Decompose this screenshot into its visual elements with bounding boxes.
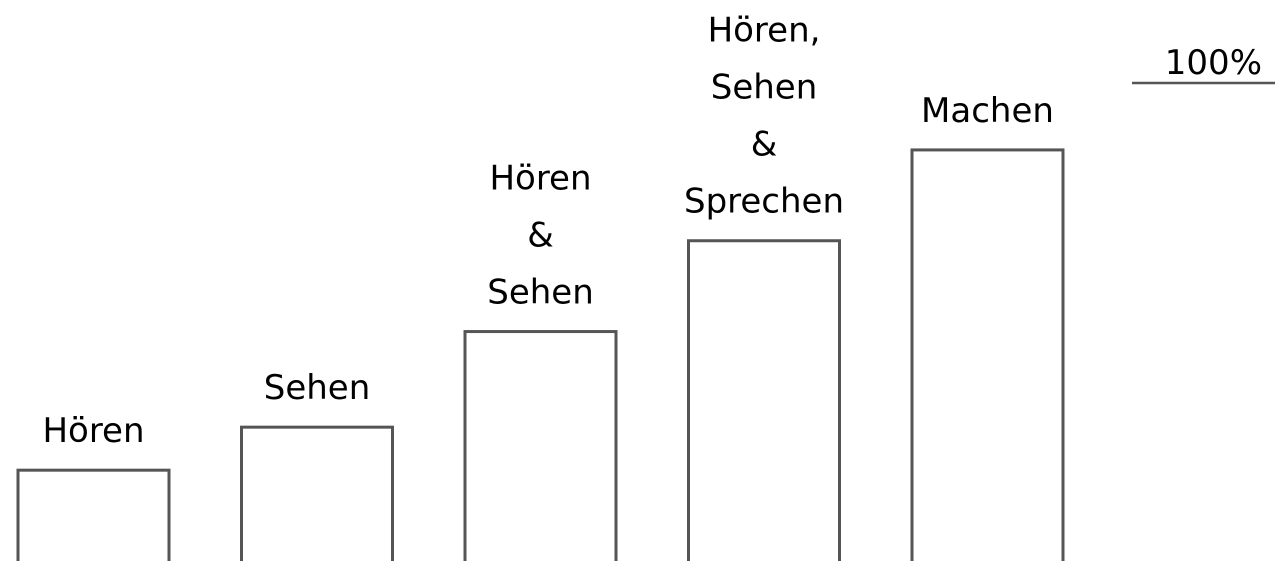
category-label: & <box>751 125 778 165</box>
category-label: Hören, <box>708 11 821 51</box>
bar <box>240 425 394 561</box>
bar <box>16 468 171 561</box>
category-label: Sehen <box>487 273 594 313</box>
category-label: Hören <box>489 159 591 199</box>
category-label: & <box>527 216 554 256</box>
category-label: Sprechen <box>684 182 844 222</box>
category-label: Machen <box>921 91 1054 131</box>
category-label: Sehen <box>711 68 818 108</box>
bar <box>687 239 841 561</box>
category-label: Hören <box>42 411 144 451</box>
bar <box>910 148 1065 561</box>
category-label: Sehen <box>264 368 371 408</box>
bar <box>463 330 618 561</box>
y-tick-label: 100% <box>1165 43 1262 83</box>
